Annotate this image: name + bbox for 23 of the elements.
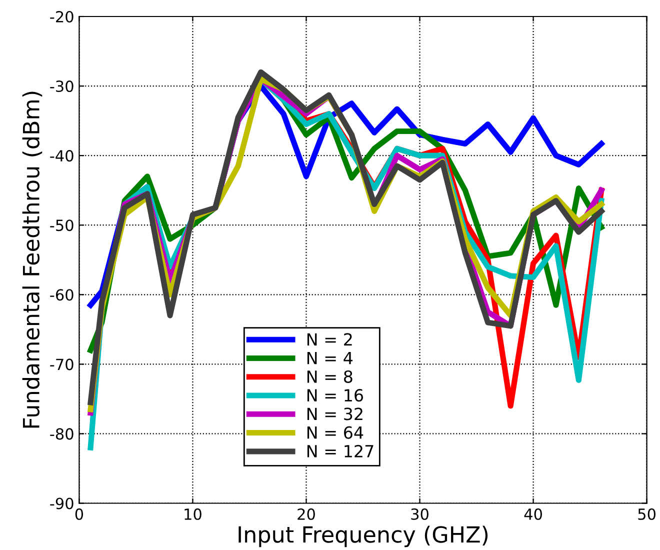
legend-label: N = 32 [307,408,362,420]
x-tick-label: 40 [524,508,542,520]
y-tick-label: -20 [50,10,74,23]
y-tick-label: -50 [50,220,74,232]
x-tick-label: 10 [184,508,202,520]
legend-label: N = 4 [307,352,353,364]
legend-label: N = 16 [307,388,364,402]
legend-label: N = 8 [307,370,352,383]
y-axis-title: Fundamental Feedthrou (dBm) [22,92,42,428]
y-tick-label: -70 [50,358,74,370]
y-tick-label: -30 [50,80,74,92]
x-tick-label: 50 [638,508,656,520]
x-tick-label: 20 [298,508,315,520]
legend-label: N = 64 [307,426,364,439]
x-tick-label: 0 [75,508,84,520]
y-tick-label: -80 [50,428,74,440]
legend-label: N = 127 [307,444,374,458]
y-tick-label: -40 [50,150,74,162]
x-tick-label: 30 [411,508,428,520]
y-tick-label: -90 [50,498,74,510]
x-axis-title: Input Frequency (GHZ) [238,526,488,548]
legend-label: N = 2 [307,333,352,346]
y-tick-label: -60 [50,289,74,301]
